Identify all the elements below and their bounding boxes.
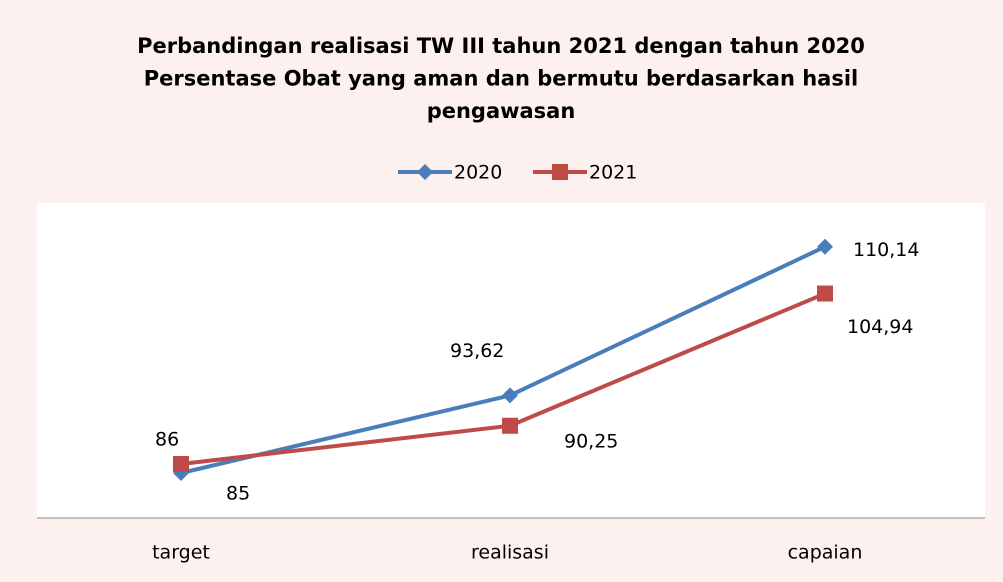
marker [502, 387, 518, 404]
marker [502, 417, 518, 434]
chart-title: Perbandingan realisasi TW III tahun 2021… [137, 34, 865, 58]
chart-title: Persentase Obat yang aman dan bermutu be… [144, 67, 859, 91]
data-label: 93,62 [450, 340, 504, 362]
legend-marker [552, 164, 568, 180]
x-tick-label: capaian [788, 542, 863, 564]
data-label: 110,14 [853, 239, 919, 261]
data-label: 104,94 [847, 316, 913, 338]
legend-label: 2021 [589, 162, 637, 184]
data-label: 90,25 [564, 430, 618, 452]
data-label: 85 [226, 483, 250, 505]
data-label: 86 [155, 429, 179, 451]
marker [817, 238, 833, 255]
plot-area [37, 203, 985, 518]
chart-title: pengawasan [427, 99, 576, 123]
legend-marker [417, 164, 433, 180]
x-tick-label: target [152, 542, 210, 564]
marker [817, 285, 833, 302]
x-tick-label: realisasi [471, 542, 549, 564]
legend-label: 2020 [454, 162, 502, 184]
marker [173, 456, 189, 472]
